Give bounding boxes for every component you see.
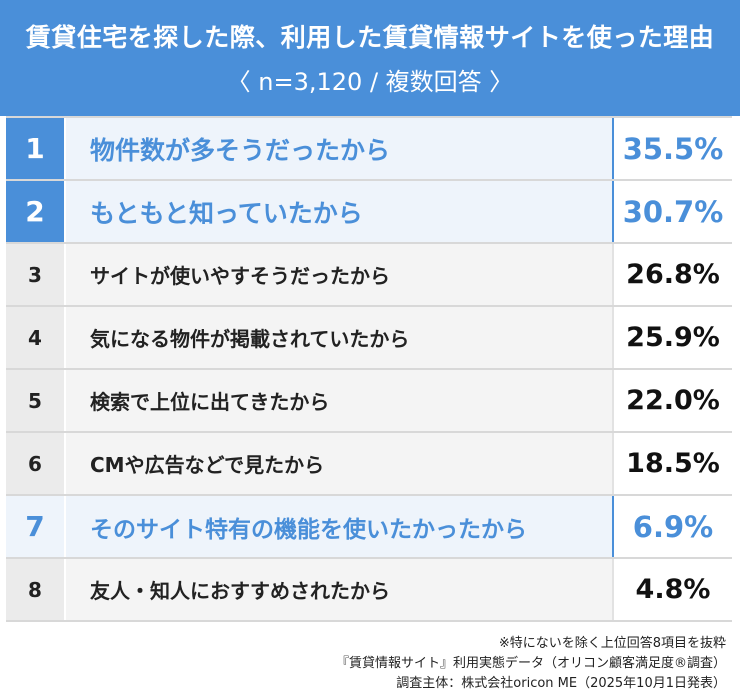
chart-header: 賃貸住宅を探した際、利用した賃貸情報サイトを使った理由 〈 n=3,120 / …	[0, 0, 740, 116]
rank-number: 6	[6, 433, 64, 494]
rank-number: 3	[6, 244, 64, 305]
percentage-value: 30.7%	[612, 181, 732, 242]
row-divider	[6, 368, 732, 370]
percentage-value: 22.0%	[612, 370, 732, 431]
rank-number: 5	[6, 370, 64, 431]
table-row: 2 もともと知っていたから 30.7%	[6, 181, 732, 242]
reason-label: サイトが使いやすそうだったから	[64, 244, 612, 305]
rank-number: 8	[6, 559, 64, 620]
percentage-value: 35.5%	[612, 118, 732, 179]
chart-subtitle: 〈 n=3,120 / 複数回答 〉	[226, 68, 514, 96]
percentage-value: 18.5%	[612, 433, 732, 494]
footer-note-publisher: 調査主体：株式会社oricon ME（2025年10月1日発表）	[396, 676, 726, 691]
row-divider	[6, 116, 732, 118]
table-row: 3 サイトが使いやすそうだったから 26.8%	[6, 244, 732, 305]
table-row: 6 CMや広告などで見たから 18.5%	[6, 433, 732, 494]
percentage-value: 6.9%	[612, 496, 732, 557]
footer-notes: ※特にないを除く上位回答8項目を抜粋 『賃貸情報サイト』利用実態データ（オリコン…	[336, 634, 726, 694]
reason-label: もともと知っていたから	[64, 181, 612, 242]
reason-label: そのサイト特有の機能を使いたかったから	[64, 496, 612, 557]
percentage-value: 25.9%	[612, 307, 732, 368]
reason-label: 気になる物件が掲載されていたから	[64, 307, 612, 368]
reason-label: 検索で上位に出てきたから	[64, 370, 612, 431]
row-divider	[6, 305, 732, 307]
table-row: 8 友人・知人におすすめされたから 4.8%	[6, 559, 732, 620]
table-row: 7 そのサイト特有の機能を使いたかったから 6.9%	[6, 496, 732, 557]
row-divider	[6, 431, 732, 433]
row-divider	[6, 620, 732, 622]
rank-number: 1	[6, 118, 64, 179]
footer-note-excerpt: ※特にないを除く上位回答8項目を抜粋	[498, 636, 726, 651]
footer-note-source: 『賃貸情報サイト』利用実態データ（オリコン顧客満足度®調査）	[335, 656, 726, 671]
chart-title: 賃貸住宅を探した際、利用した賃貸情報サイトを使った理由	[25, 23, 715, 52]
reason-label: 友人・知人におすすめされたから	[64, 559, 612, 620]
table-row: 1 物件数が多そうだったから 35.5%	[6, 118, 732, 179]
reason-label: CMや広告などで見たから	[64, 433, 612, 494]
rank-number: 2	[6, 181, 64, 242]
table-row: 5 検索で上位に出てきたから 22.0%	[6, 370, 732, 431]
rank-number: 4	[6, 307, 64, 368]
row-divider	[6, 242, 732, 244]
percentage-value: 26.8%	[612, 244, 732, 305]
reason-label: 物件数が多そうだったから	[64, 118, 612, 179]
row-divider	[6, 557, 732, 559]
table-row: 4 気になる物件が掲載されていたから 25.9%	[6, 307, 732, 368]
rank-number: 7	[6, 496, 64, 557]
row-divider	[6, 179, 732, 181]
row-divider	[6, 494, 732, 496]
percentage-value: 4.8%	[612, 559, 732, 620]
